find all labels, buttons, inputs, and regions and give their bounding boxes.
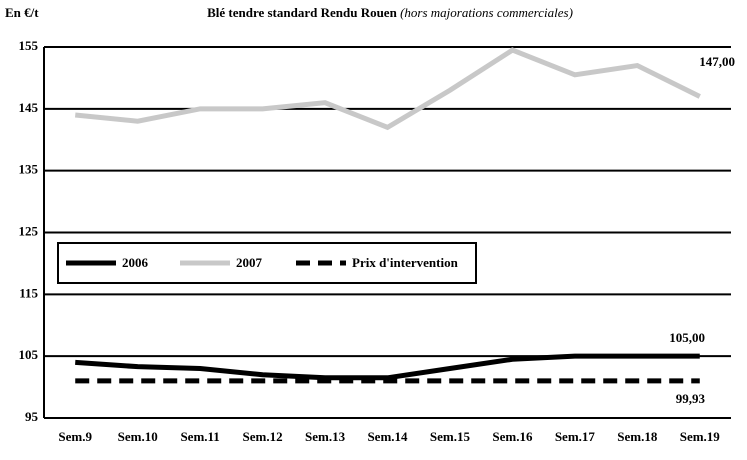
y-axis-label: En €/t [5,5,39,20]
x-tick-label: Sem.18 [617,429,658,444]
x-tick-label: Sem.17 [555,429,596,444]
legend-label: 2007 [236,255,263,270]
y-tick-label: 115 [19,285,38,300]
y-tick-label: 135 [19,162,39,177]
x-tick-label: Sem.19 [680,429,721,444]
x-tick-label: Sem.11 [180,429,219,444]
title-main: Blé tendre standard Rendu Rouen [207,5,398,20]
annotation: 99,93 [676,391,706,406]
x-tick-label: Sem.12 [243,429,283,444]
series-line [75,353,700,381]
series-line [74,47,701,131]
legend-box [57,242,477,284]
y-tick-label: 145 [19,100,39,115]
y-tick-label: 105 [19,347,39,362]
y-tick-label: 95 [25,409,39,424]
title-sub: (hors majorations commerciales) [400,5,573,20]
x-tick-label: Sem.15 [430,429,471,444]
legend-label: 2006 [122,255,149,270]
x-tick-label: Sem.10 [118,429,158,444]
annotation: 105,00 [669,330,705,345]
x-tick-label: Sem.14 [367,429,408,444]
legend-label: Prix d'intervention [352,255,459,270]
chart-title: Blé tendre standard Rendu Rouen (hors ma… [207,5,573,20]
x-tick-label: Sem.9 [58,429,92,444]
y-tick-label: 155 [19,38,39,53]
x-tick-label: Sem.13 [305,429,346,444]
annotation: 147,00 [699,54,735,69]
x-tick-label: Sem.16 [492,429,533,444]
y-tick-label: 125 [19,223,39,238]
